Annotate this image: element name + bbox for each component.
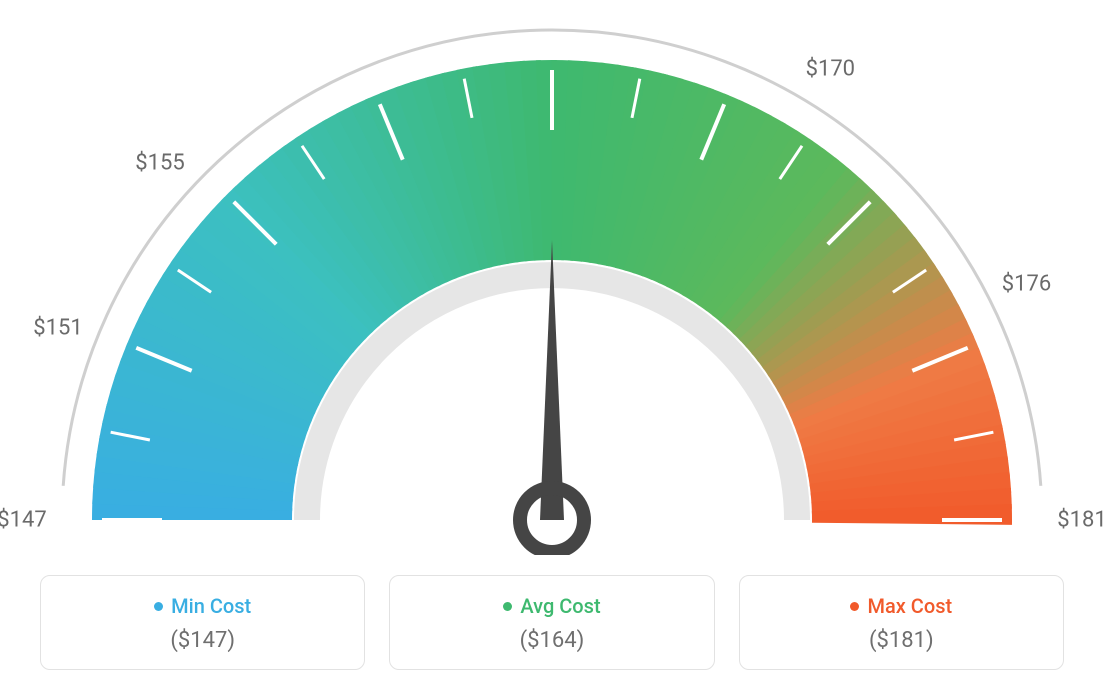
legend-dot-avg	[503, 602, 512, 611]
legend-title-avg: Avg Cost	[503, 594, 600, 618]
legend-title-min: Min Cost	[154, 594, 251, 618]
legend-title-max: Max Cost	[850, 594, 952, 618]
legend-label-min: Min Cost	[171, 594, 251, 618]
gauge-chart: $147 $151 $155 $164 $170 $176 $181	[0, 0, 1104, 555]
gauge-tick-label: $176	[1002, 271, 1051, 296]
legend-value-min: ($147)	[51, 628, 354, 653]
legend-card-max: Max Cost ($181)	[739, 575, 1064, 670]
gauge-tick-label: $170	[806, 56, 855, 81]
legend-value-max: ($181)	[750, 628, 1053, 653]
gauge-tick-label: $164	[527, 0, 576, 3]
legend-value-avg: ($164)	[400, 628, 703, 653]
legend-dot-max	[850, 602, 859, 611]
gauge-svg	[0, 0, 1104, 555]
legend-row: Min Cost ($147) Avg Cost ($164) Max Cost…	[0, 575, 1104, 670]
legend-label-avg: Avg Cost	[520, 594, 600, 618]
legend-label-max: Max Cost	[867, 594, 952, 618]
gauge-tick-label: $181	[1057, 508, 1104, 533]
gauge-tick-label: $147	[0, 508, 47, 533]
legend-card-avg: Avg Cost ($164)	[389, 575, 714, 670]
gauge-tick-label: $155	[135, 151, 184, 176]
gauge-tick-label: $151	[33, 315, 82, 340]
legend-card-min: Min Cost ($147)	[40, 575, 365, 670]
legend-dot-min	[154, 602, 163, 611]
